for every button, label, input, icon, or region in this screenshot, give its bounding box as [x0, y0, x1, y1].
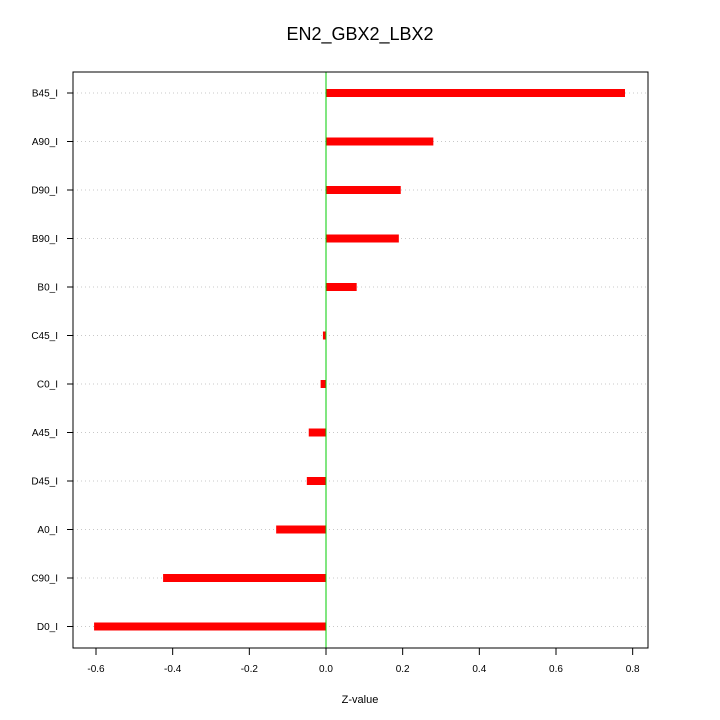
x-tick-label: 0.4: [472, 664, 486, 675]
y-tick-label: D90_I: [31, 186, 58, 197]
bar: [326, 186, 401, 194]
x-axis-label: Z-value: [342, 694, 379, 706]
grid-lines: [73, 92, 648, 627]
y-tick-label: D0_I: [37, 622, 58, 633]
x-tick-label: -0.2: [241, 664, 259, 675]
y-tick-label: B90_I: [32, 234, 58, 245]
bar: [326, 234, 399, 243]
bar: [94, 622, 326, 631]
bar: [163, 574, 326, 582]
bar: [276, 525, 326, 534]
bar: [326, 89, 625, 97]
bar: [320, 380, 326, 388]
x-tick-label: -0.6: [87, 664, 105, 675]
plot-frame: [72, 71, 649, 649]
bars: [94, 89, 625, 631]
bar: [306, 477, 326, 485]
y-tick-label: B0_I: [37, 283, 58, 294]
x-axis: -0.6 -0.4 -0.2 0.0 0.2 0.4 0.6 0.8: [87, 648, 640, 675]
x-tick-label: 0.0: [319, 664, 333, 675]
bar: [326, 137, 434, 146]
y-tick-label: C90_I: [31, 574, 58, 585]
y-tick-label: A0_I: [37, 525, 58, 536]
y-tick-label: C45_I: [31, 331, 58, 342]
x-tick-label: 0.6: [549, 664, 563, 675]
y-tick-label: A90_I: [32, 137, 58, 148]
chart-title: EN2_GBX2_LBX2: [286, 24, 433, 45]
y-tick-label: D45_I: [31, 477, 58, 488]
bar: [326, 283, 357, 291]
x-tick-label: 0.8: [626, 664, 640, 675]
y-tick-label: B45_I: [32, 89, 58, 100]
bar: [308, 428, 326, 437]
x-tick-label: -0.4: [164, 664, 182, 675]
y-tick-label: C0_I: [37, 380, 58, 391]
y-axis: B45_I A90_I D90_I B90_I B0_I C45_I C0_I A45_I D4…: [31, 89, 73, 633]
bar: [322, 331, 326, 340]
x-tick-label: 0.2: [396, 664, 410, 675]
y-tick-label: A45_I: [32, 428, 58, 439]
